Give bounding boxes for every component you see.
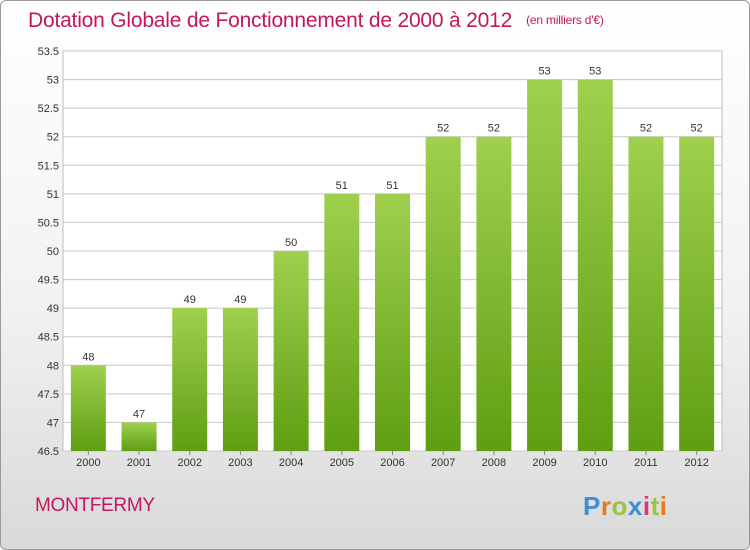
bar-2002 (172, 308, 208, 451)
x-tick-label: 2012 (684, 457, 708, 469)
x-tick-label: 2006 (380, 457, 404, 469)
y-tick-label: 51.5 (38, 160, 59, 172)
proxiti-logo: Proxiti (583, 491, 667, 522)
x-tick-label: 2002 (177, 457, 201, 469)
data-label: 53 (589, 66, 601, 78)
y-tick-label: 52 (47, 132, 59, 144)
data-label: 52 (640, 123, 652, 135)
x-tick-label: 2010 (583, 457, 607, 469)
data-label: 53 (538, 66, 550, 78)
bar-2008 (476, 136, 512, 451)
data-label: 48 (82, 351, 94, 363)
bar-2007 (425, 136, 461, 451)
y-tick-label: 53.5 (38, 46, 59, 58)
data-label: 47 (133, 408, 145, 420)
data-label: 52 (691, 123, 703, 135)
logo-letter: i (659, 491, 668, 521)
y-tick-label: 50 (47, 246, 59, 258)
y-tick-label: 48.5 (38, 332, 59, 344)
y-tick-label: 46.5 (38, 446, 59, 458)
y-tick-label: 47 (47, 417, 59, 429)
x-tick-label: 2001 (127, 457, 151, 469)
data-label: 52 (437, 123, 449, 135)
x-tick-label: 2000 (76, 457, 100, 469)
x-tick-label: 2009 (532, 457, 556, 469)
logo-letter: i (642, 491, 651, 521)
bar-2011 (628, 136, 664, 451)
data-label: 50 (285, 237, 297, 249)
y-tick-label: 52.5 (38, 103, 59, 115)
y-tick-label: 49.5 (38, 275, 59, 287)
y-tick-label: 49 (47, 303, 59, 315)
bars: 48 47 49 49 50 51 51 52 52 53 53 52 52 (70, 66, 715, 452)
data-label: 51 (386, 180, 398, 192)
bar-2000 (70, 365, 106, 451)
data-label: 52 (488, 123, 500, 135)
data-label: 49 (234, 294, 246, 306)
commune-name: MONTFERMY (35, 495, 155, 516)
logo-letter: x (627, 491, 643, 521)
bar-2010 (577, 79, 613, 452)
data-label: 51 (336, 180, 348, 192)
bar-2003 (222, 308, 258, 451)
x-tick-label: 2011 (634, 457, 658, 469)
logo-letter: t (650, 491, 660, 521)
bar-2012 (679, 136, 715, 451)
logo-letter: P (583, 491, 601, 521)
x-tick-label: 2007 (431, 457, 455, 469)
logo-letter: o (611, 491, 628, 521)
data-label: 49 (184, 294, 196, 306)
bar-2001 (121, 422, 157, 451)
y-tick-label: 50.5 (38, 217, 59, 229)
bar-2005 (324, 193, 360, 451)
x-tick-label: 2005 (330, 457, 354, 469)
bar-2004 (273, 251, 309, 451)
bar-2006 (375, 193, 410, 451)
chart-title: Dotation Globale de Fonctionnement de 20… (28, 9, 604, 33)
bar-2009 (527, 79, 563, 452)
title-text: Dotation Globale de Fonctionnement de 20… (28, 9, 513, 32)
x-axis-ticks: 2000 2001 2002 2003 2004 2005 2006 2007 2008 2009… (76, 451, 709, 469)
y-tick-label: 53 (47, 75, 59, 87)
y-tick-label: 51 (47, 189, 59, 201)
x-tick-label: 2004 (279, 457, 303, 469)
y-tick-label: 48 (47, 360, 59, 372)
x-tick-label: 2008 (482, 457, 506, 469)
x-tick-label: 2003 (228, 457, 252, 469)
unit-label: (en milliers d'€) (526, 13, 604, 27)
y-axis-ticks: 46.5 47 47.5 48 48.5 49 49.5 50 50.5 51 51.5 52 52.5… (38, 46, 59, 458)
logo-letter: r (600, 491, 612, 521)
y-tick-label: 47.5 (38, 389, 59, 401)
